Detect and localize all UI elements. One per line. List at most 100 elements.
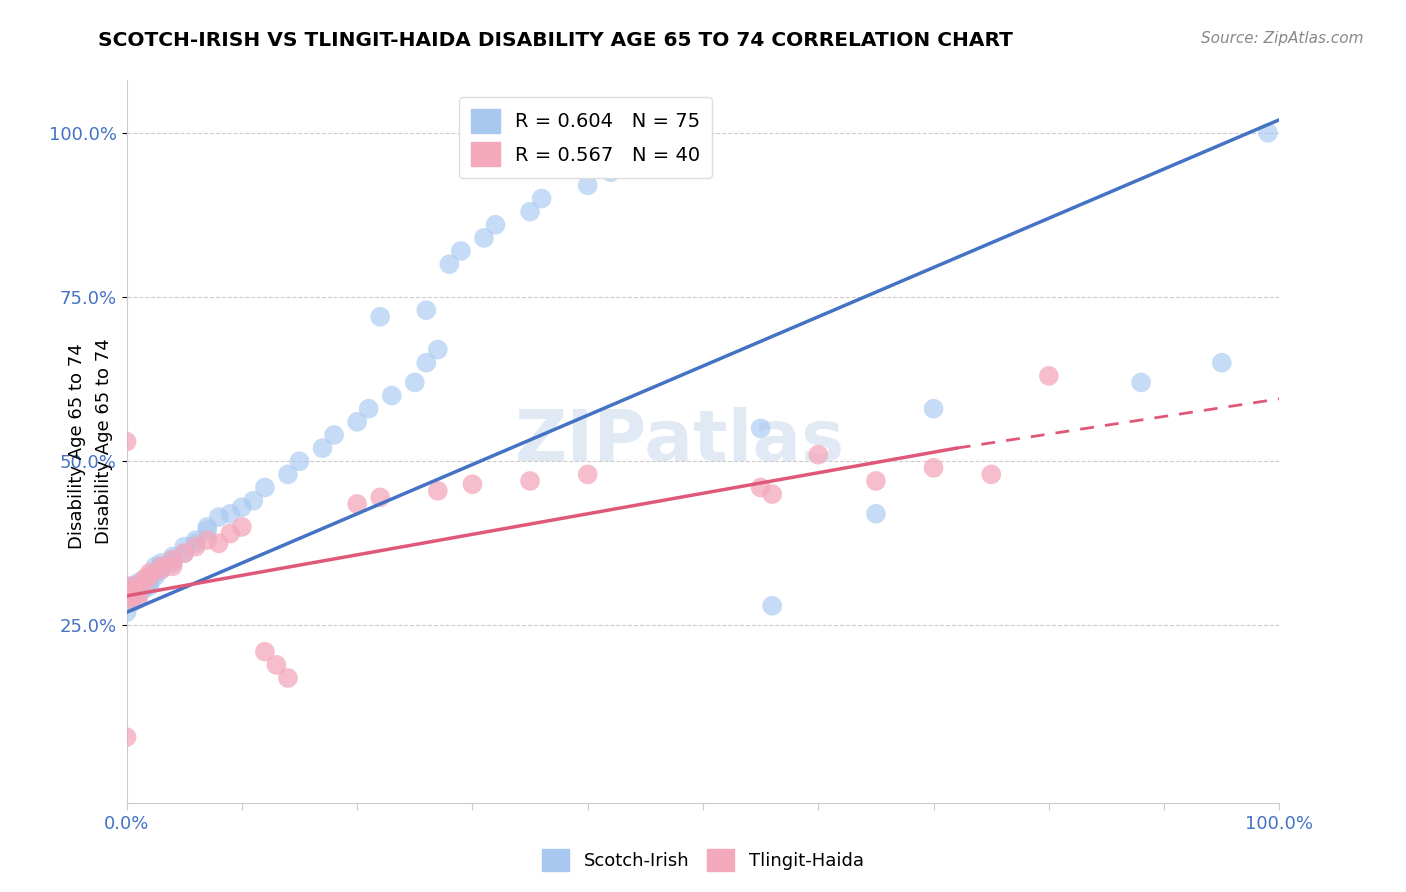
Point <box>150 556 173 570</box>
Point <box>519 204 541 219</box>
Point <box>277 671 299 685</box>
Point <box>576 178 599 193</box>
Point <box>150 559 173 574</box>
Point <box>439 257 461 271</box>
Point <box>145 566 166 580</box>
Point <box>761 599 783 613</box>
Point <box>138 569 160 583</box>
Point <box>173 540 195 554</box>
Point <box>173 546 195 560</box>
Point <box>195 533 218 547</box>
Point <box>346 497 368 511</box>
Point <box>162 553 184 567</box>
Point <box>231 520 253 534</box>
Point <box>1211 356 1233 370</box>
Point <box>115 589 138 603</box>
Point <box>288 454 311 468</box>
Point <box>922 401 945 416</box>
Point <box>127 585 149 599</box>
Point <box>461 477 484 491</box>
Point <box>599 165 621 179</box>
Point <box>173 546 195 560</box>
Point <box>484 218 506 232</box>
Point <box>162 556 184 570</box>
Point <box>253 645 276 659</box>
Text: SCOTCH-IRISH VS TLINGIT-HAIDA DISABILITY AGE 65 TO 74 CORRELATION CHART: SCOTCH-IRISH VS TLINGIT-HAIDA DISABILITY… <box>98 31 1014 50</box>
Point <box>132 582 155 597</box>
Point <box>121 595 143 609</box>
Point <box>115 595 138 609</box>
Point <box>121 589 143 603</box>
Point <box>749 421 772 435</box>
Point <box>150 563 173 577</box>
Text: ZIPatlas: ZIPatlas <box>515 407 845 476</box>
Point <box>761 487 783 501</box>
Point <box>219 507 242 521</box>
Point <box>208 510 231 524</box>
Point <box>121 579 143 593</box>
Point <box>195 523 218 537</box>
Point <box>450 244 472 258</box>
Point <box>1130 376 1153 390</box>
Point <box>132 575 155 590</box>
Point <box>115 585 138 599</box>
Point <box>121 582 143 597</box>
Point <box>623 152 645 166</box>
Point <box>115 595 138 609</box>
Point <box>115 730 138 744</box>
Point <box>132 579 155 593</box>
Text: Disability Age 65 to 74: Disability Age 65 to 74 <box>69 343 86 549</box>
Point <box>219 526 242 541</box>
Point <box>115 595 138 609</box>
Point <box>208 536 231 550</box>
Point <box>311 441 333 455</box>
Point <box>749 481 772 495</box>
Point <box>368 491 391 505</box>
Point <box>127 575 149 590</box>
Point <box>115 582 138 597</box>
Point <box>357 401 380 416</box>
Point <box>980 467 1002 482</box>
Point <box>242 493 264 508</box>
Point <box>121 585 143 599</box>
Point <box>121 589 143 603</box>
Point <box>426 343 449 357</box>
Point <box>415 356 437 370</box>
Point <box>266 657 288 672</box>
Point <box>150 563 173 577</box>
Point <box>132 573 155 587</box>
Point <box>150 559 173 574</box>
Point <box>127 592 149 607</box>
Point <box>127 589 149 603</box>
Point <box>1257 126 1279 140</box>
Point <box>127 579 149 593</box>
Point <box>519 474 541 488</box>
Point <box>404 376 426 390</box>
Legend: Scotch-Irish, Tlingit-Haida: Scotch-Irish, Tlingit-Haida <box>534 842 872 879</box>
Text: Source: ZipAtlas.com: Source: ZipAtlas.com <box>1201 31 1364 46</box>
Point <box>115 605 138 619</box>
Point <box>922 460 945 475</box>
Point <box>368 310 391 324</box>
Point <box>115 585 138 599</box>
Point <box>115 589 138 603</box>
Point <box>184 533 207 547</box>
Point <box>415 303 437 318</box>
Point <box>1038 368 1060 383</box>
Point <box>145 559 166 574</box>
Point <box>184 540 207 554</box>
Point <box>121 582 143 597</box>
Point <box>145 569 166 583</box>
Point <box>807 448 830 462</box>
Point <box>323 428 346 442</box>
Point <box>115 592 138 607</box>
Point <box>426 483 449 498</box>
Point <box>127 582 149 597</box>
Point <box>132 573 155 587</box>
Point <box>138 566 160 580</box>
Point <box>381 388 404 402</box>
Point <box>115 434 138 449</box>
Point <box>253 481 276 495</box>
Point <box>530 192 553 206</box>
Point <box>576 467 599 482</box>
